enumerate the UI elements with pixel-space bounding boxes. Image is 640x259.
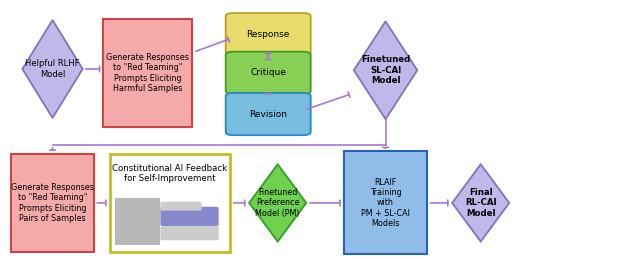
- FancyBboxPatch shape: [161, 207, 219, 226]
- Text: Critique: Critique: [250, 68, 286, 77]
- Text: RLAIF
Training
with
PM + SL-CAI
Models: RLAIF Training with PM + SL-CAI Models: [361, 178, 410, 228]
- FancyBboxPatch shape: [226, 13, 310, 55]
- FancyBboxPatch shape: [344, 152, 427, 254]
- FancyBboxPatch shape: [109, 154, 230, 252]
- Text: Revision: Revision: [249, 110, 287, 119]
- Polygon shape: [452, 164, 509, 242]
- Text: Generate Responses
to "Red Teaming"
Prompts Eliciting
Harmful Samples: Generate Responses to "Red Teaming" Prom…: [106, 53, 189, 93]
- Polygon shape: [249, 164, 307, 242]
- Text: Response: Response: [246, 30, 290, 39]
- FancyBboxPatch shape: [12, 154, 93, 252]
- FancyBboxPatch shape: [161, 226, 219, 240]
- Polygon shape: [354, 21, 417, 119]
- FancyBboxPatch shape: [226, 93, 310, 135]
- Text: Constitutional AI Feedback
for Self-Improvement: Constitutional AI Feedback for Self-Impr…: [112, 164, 227, 183]
- Text: Finetuned
SL-CAI
Model: Finetuned SL-CAI Model: [361, 55, 410, 85]
- FancyBboxPatch shape: [226, 52, 310, 94]
- FancyBboxPatch shape: [161, 202, 202, 211]
- FancyBboxPatch shape: [103, 19, 192, 127]
- Text: Final
RL-CAI
Model: Final RL-CAI Model: [465, 188, 497, 218]
- Polygon shape: [22, 20, 83, 118]
- Text: Generate Responses
to "Red Teaming"
Prompts Eliciting
Pairs of Samples: Generate Responses to "Red Teaming" Prom…: [11, 183, 94, 223]
- Text: Helpful RLHF
Model: Helpful RLHF Model: [25, 59, 80, 79]
- Text: Finetuned
Preference
Model (PM): Finetuned Preference Model (PM): [255, 188, 300, 218]
- FancyBboxPatch shape: [115, 198, 161, 246]
